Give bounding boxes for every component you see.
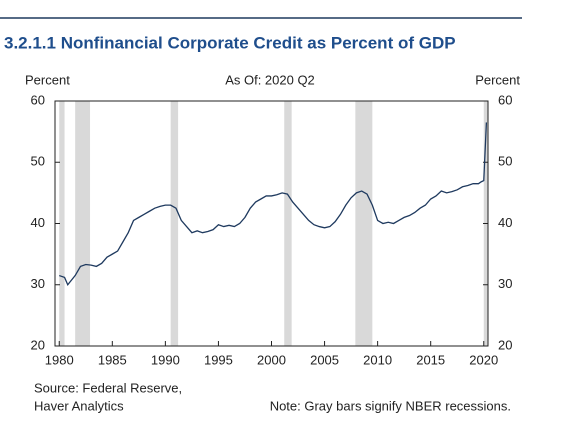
y2-tick-label: 30 bbox=[498, 276, 512, 291]
note: Note: Gray bars signify NBER recessions. bbox=[270, 398, 511, 413]
x-tick-label: 1985 bbox=[98, 352, 127, 367]
subtitle: As Of: 2020 Q2 bbox=[225, 72, 315, 87]
x-tick-label: 2020 bbox=[469, 352, 498, 367]
x-tick-label: 2015 bbox=[416, 352, 445, 367]
y2-tick-label: 40 bbox=[498, 215, 512, 230]
source: Source: Federal Reserve, bbox=[34, 380, 182, 395]
x-tick-label: 1980 bbox=[45, 352, 74, 367]
recession-bar bbox=[75, 101, 91, 346]
plot-frame bbox=[54, 100, 489, 347]
chart-title: 3.2.1.1 Nonfinancial Corporate Credit as… bbox=[4, 33, 456, 52]
y-tick-label: 30 bbox=[31, 276, 45, 291]
y2-tick-label: 50 bbox=[498, 154, 512, 169]
x-tick-label: 1990 bbox=[151, 352, 180, 367]
source: Haver Analytics bbox=[34, 398, 124, 413]
recession-bar bbox=[284, 101, 292, 346]
x-tick-label: 1995 bbox=[204, 352, 233, 367]
recession-bar bbox=[59, 101, 65, 346]
x-tick-label: 2000 bbox=[257, 352, 286, 367]
data-line bbox=[59, 122, 488, 286]
y-axis-label: Percent bbox=[25, 72, 70, 87]
y-tick-label: 50 bbox=[31, 154, 45, 169]
x-tick-label: 2010 bbox=[363, 352, 392, 367]
x-tick-label: 2005 bbox=[310, 352, 339, 367]
y-tick-label: 20 bbox=[31, 337, 45, 352]
recession-bar bbox=[355, 101, 373, 346]
y2-tick-label: 60 bbox=[498, 92, 512, 107]
y-tick-label: 60 bbox=[31, 92, 45, 107]
y2-tick-label: 20 bbox=[498, 337, 512, 352]
y-tick-label: 40 bbox=[31, 215, 45, 230]
y2-axis-label: Percent bbox=[475, 72, 520, 87]
recession-bar bbox=[170, 101, 179, 346]
